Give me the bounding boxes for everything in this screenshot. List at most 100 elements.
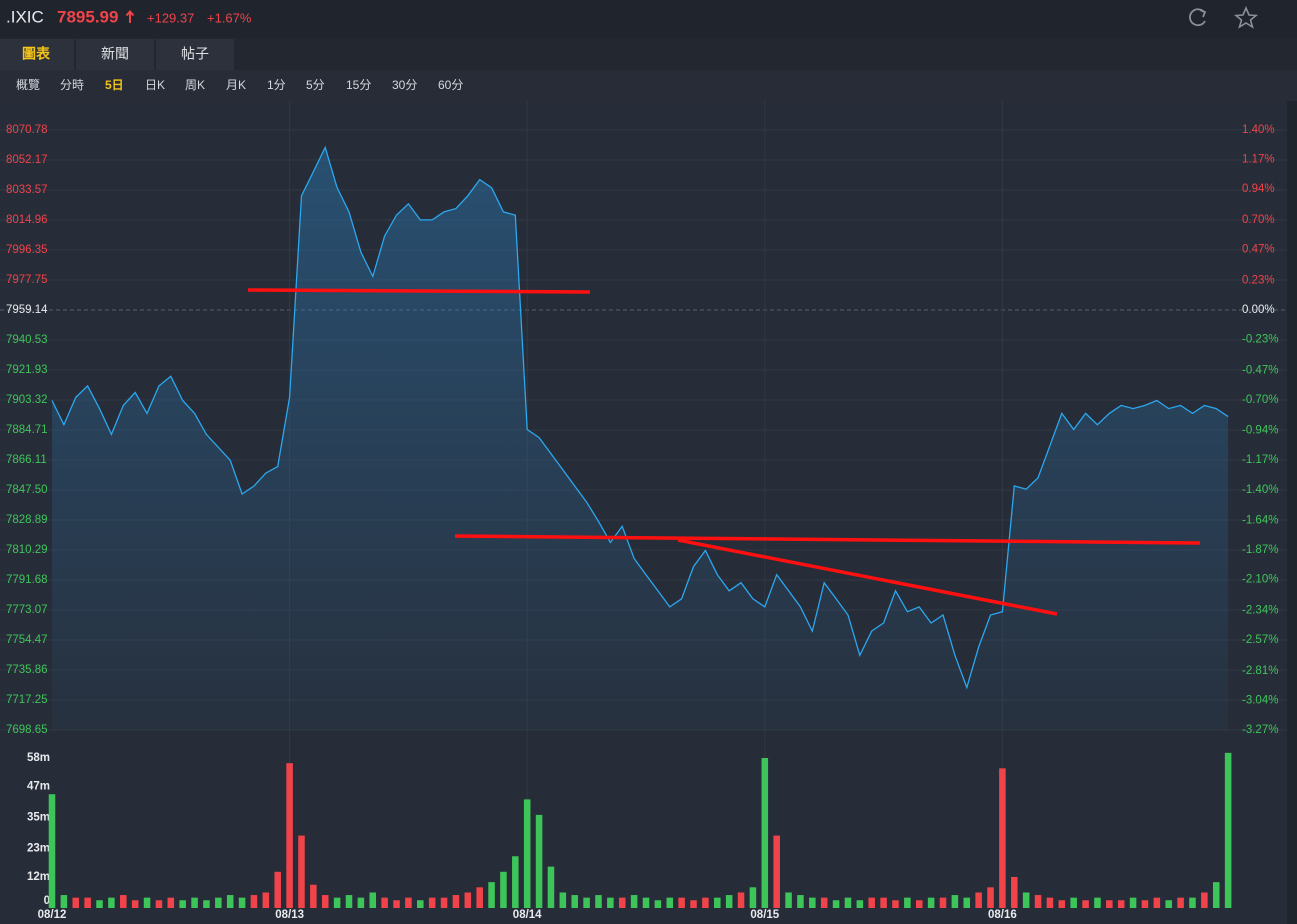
- volume-bar: [440, 897, 448, 908]
- y-tick-label: 7828.89: [6, 514, 48, 526]
- change: +129.37: [147, 10, 194, 25]
- volume-bar: [60, 895, 68, 908]
- period-button[interactable]: 1分: [267, 78, 286, 92]
- volume-bar: [927, 897, 935, 908]
- volume-bar: [714, 897, 721, 908]
- period-button[interactable]: 概覽: [16, 78, 40, 92]
- volume-bar: [286, 763, 293, 908]
- period-button[interactable]: 月K: [226, 78, 246, 92]
- y2-tick-label: -1.87%: [1242, 544, 1278, 556]
- period-button[interactable]: 5日: [105, 78, 124, 92]
- volume-bar: [904, 897, 911, 908]
- volume-bar: [262, 892, 270, 908]
- y2-tick-label: -2.34%: [1242, 605, 1278, 617]
- x-tick-label: 08/13: [275, 909, 304, 921]
- volume-bar: [203, 900, 210, 908]
- volume-bar: [868, 897, 875, 908]
- y-tick-label: 7959.14: [6, 304, 48, 316]
- volume-bar: [690, 900, 697, 908]
- volume-bar: [226, 895, 234, 908]
- volume-bar: [452, 895, 460, 908]
- volume-bar: [1034, 895, 1042, 908]
- volume-bar: [131, 900, 139, 908]
- volume-bar: [215, 897, 222, 908]
- volume-bar: [571, 895, 578, 908]
- volume-bar: [1153, 897, 1161, 908]
- volume-bar: [167, 897, 175, 908]
- volume-bar: [96, 900, 103, 908]
- y-tick-label: 8033.57: [6, 184, 48, 196]
- y-tick-label: 7884.71: [6, 424, 48, 436]
- volume-bar: [773, 835, 780, 908]
- refresh-icon-arrow: [1199, 9, 1207, 18]
- volume-bar: [1046, 897, 1054, 908]
- refresh-button[interactable]: [1189, 8, 1207, 27]
- favorite-button[interactable]: [1233, 5, 1259, 29]
- volume-bar: [120, 895, 127, 908]
- period-button[interactable]: 60分: [438, 78, 463, 92]
- drawn-trend-lines: [247, 288, 1201, 616]
- volume-bar: [191, 897, 198, 908]
- y2-tick-label: -3.27%: [1242, 724, 1278, 736]
- volume-bar: [1177, 897, 1184, 908]
- volume-bar: [1189, 897, 1196, 908]
- period-button[interactable]: 30分: [392, 78, 417, 92]
- volume-bar: [785, 892, 792, 908]
- x-tick-label: 08/15: [750, 909, 779, 921]
- volume-bar: [820, 897, 828, 908]
- tab-bg[interactable]: [0, 39, 74, 70]
- volume-bar: [844, 897, 852, 908]
- y2-tick-label: 0.70%: [1242, 214, 1275, 226]
- x-tick-label: 08/12: [38, 909, 67, 921]
- period-button[interactable]: 周K: [185, 78, 205, 92]
- volume-tick-label: 12m: [27, 871, 50, 883]
- volume-bar: [72, 897, 80, 908]
- trend-line: [454, 534, 1201, 545]
- volume-bar: [523, 799, 531, 908]
- volume-bar: [1011, 876, 1018, 908]
- y-tick-label: 7866.11: [6, 454, 47, 466]
- volume-bar: [702, 897, 709, 908]
- period-button[interactable]: 5分: [306, 78, 325, 92]
- volume-bar: [654, 900, 662, 908]
- volume-bar: [607, 897, 614, 908]
- volume-bar: [1224, 752, 1232, 908]
- period-button[interactable]: 15分: [346, 78, 371, 92]
- volume-bar: [725, 895, 733, 908]
- volume-bar: [666, 897, 674, 908]
- volume-bar: [975, 892, 982, 908]
- y-tick-label: 7735.86: [6, 664, 48, 676]
- volume-bar: [464, 892, 472, 908]
- y2-tick-label: -1.40%: [1242, 484, 1278, 496]
- tab[interactable]: 帖子: [181, 46, 209, 62]
- price: 7895.99: [57, 7, 118, 26]
- volume-bar: [108, 897, 115, 908]
- period-button[interactable]: 分時: [60, 78, 84, 92]
- volume-bar: [428, 897, 436, 908]
- volume-bar: [369, 892, 377, 908]
- y-tick-label: 7996.35: [6, 244, 48, 256]
- x-tick-label: 08/16: [988, 909, 1017, 921]
- tab-bg[interactable]: [76, 39, 154, 70]
- tab[interactable]: 新聞: [101, 46, 129, 62]
- tab-bg[interactable]: [156, 39, 234, 70]
- volume-bar: [250, 895, 258, 908]
- periods: 概覽 分時 5日 日K 周K 月K 1分 5分 15分 30分 60分: [16, 78, 463, 92]
- volume-bar: [179, 900, 186, 908]
- tab[interactable]: 圖表: [22, 46, 51, 62]
- change-pct: +1.67%: [207, 10, 252, 25]
- y-tick-label: 8052.17: [6, 154, 48, 166]
- y2-tick-label: -0.94%: [1242, 425, 1278, 437]
- volume-tick-label: 0: [44, 895, 50, 907]
- volume-bar: [797, 895, 804, 908]
- volume-bar: [238, 897, 246, 908]
- y2-tick-label: 1.17%: [1242, 154, 1275, 166]
- trend-line: [247, 288, 591, 294]
- volume-bar: [48, 794, 56, 908]
- volume-bar: [143, 897, 151, 908]
- volume-bar: [298, 835, 305, 908]
- header-bar: [0, 0, 1297, 38]
- period-bar: [0, 70, 1297, 101]
- volume-bar: [749, 887, 757, 908]
- period-button[interactable]: 日K: [145, 78, 165, 92]
